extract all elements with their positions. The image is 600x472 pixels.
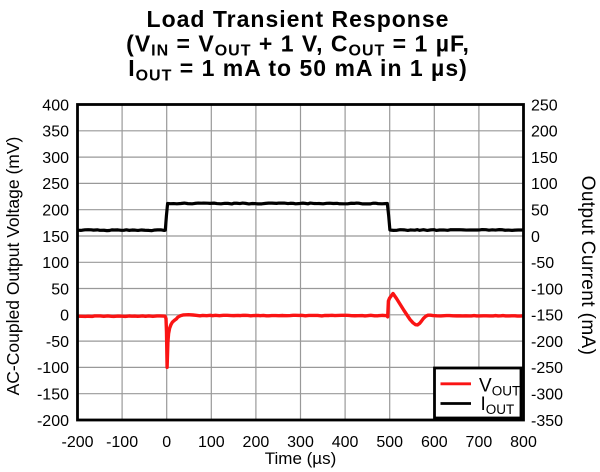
svg-text:-50: -50 [46,334,69,351]
svg-text:150: 150 [42,229,69,246]
svg-text:100: 100 [531,176,558,193]
svg-text:250: 250 [42,176,69,193]
svg-text:300: 300 [42,150,69,167]
svg-text:100: 100 [198,434,225,451]
svg-text:-200: -200 [531,334,563,351]
svg-text:-200: -200 [37,413,69,430]
svg-text:Time (µs): Time (µs) [265,449,337,468]
svg-text:Load Transient Response: Load Transient Response [147,6,450,32]
svg-text:(VIN = VOUT + 1 V, COUT = 1 µF: (VIN = VOUT + 1 V, COUT = 1 µF, [126,30,470,59]
svg-text:100: 100 [42,255,69,272]
svg-text:0: 0 [531,229,540,246]
svg-text:-200: -200 [61,434,93,451]
svg-text:IOUT = 1 mA to 50 mA in 1 µs): IOUT = 1 mA to 50 mA in 1 µs) [128,55,468,84]
svg-text:-100: -100 [531,281,563,298]
svg-text:500: 500 [376,434,403,451]
svg-text:50: 50 [51,281,69,298]
svg-text:-100: -100 [106,434,138,451]
svg-text:0: 0 [60,308,69,325]
svg-text:200: 200 [243,434,270,451]
svg-text:250: 250 [531,97,558,114]
svg-text:200: 200 [42,203,69,220]
svg-text:600: 600 [421,434,448,451]
svg-text:-150: -150 [531,308,563,325]
svg-text:50: 50 [531,203,549,220]
svg-text:-250: -250 [531,360,563,377]
svg-text:-150: -150 [37,387,69,404]
svg-text:150: 150 [531,150,558,167]
svg-text:AC-Coupled Output Voltage (mV): AC-Coupled Output Voltage (mV) [3,137,23,396]
svg-text:-350: -350 [531,413,563,430]
svg-text:-300: -300 [531,387,563,404]
svg-text:200: 200 [531,124,558,141]
svg-text:0: 0 [162,434,171,451]
svg-text:800: 800 [510,434,537,451]
svg-text:400: 400 [42,97,69,114]
svg-text:350: 350 [42,124,69,141]
svg-text:-50: -50 [531,255,554,272]
svg-text:-100: -100 [37,360,69,377]
svg-text:300: 300 [287,434,314,451]
svg-text:Output Current (mA): Output Current (mA) [577,176,598,356]
svg-text:700: 700 [466,434,493,451]
svg-text:400: 400 [332,434,359,451]
